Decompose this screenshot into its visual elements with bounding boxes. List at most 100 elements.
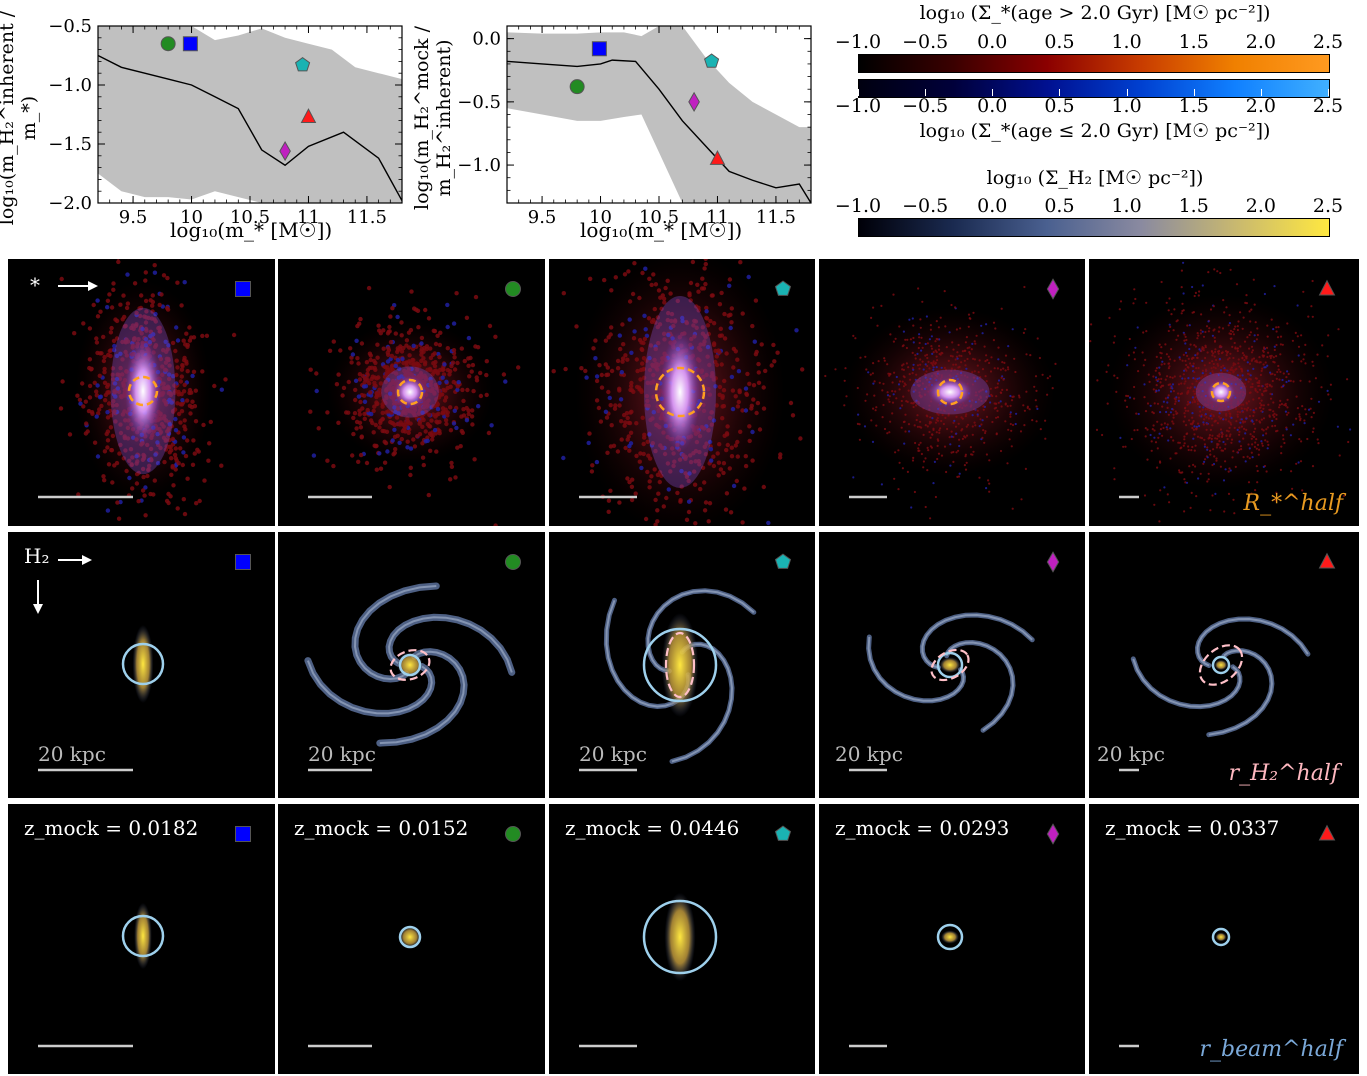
square-marker-icon (235, 554, 251, 570)
colorbar-tick-label: 1.5 (1178, 95, 1209, 117)
colorbar-tick-label: 1.0 (1111, 31, 1142, 53)
stellar-half-mass-circle (1210, 381, 1232, 403)
xtick-label: 11 (706, 207, 729, 228)
triangle-marker-icon (1318, 279, 1336, 296)
colorbar-tick-label: 2.0 (1245, 195, 1276, 217)
ytick-label: −0.5 (457, 92, 501, 113)
beam-half-circle (642, 899, 718, 975)
xtick-label: 9.5 (528, 207, 557, 228)
z-mock-label: z_mock = 0.0337 (1105, 816, 1280, 840)
stellar-half-mass-circle (936, 378, 964, 406)
panel-row1-col2 (278, 259, 545, 526)
scale-bar-label: 20 kpc (38, 742, 106, 766)
colorbar-tick-label: 0.5 (1044, 95, 1075, 117)
colorbar-tick (992, 89, 994, 96)
beam-half-circle (642, 627, 718, 703)
h2-half-mass-ellipse (930, 648, 970, 682)
scatter-band (98, 26, 402, 203)
scale-bar-label: 20 kpc (579, 742, 647, 766)
xtick-label: 10 (589, 207, 612, 228)
data-point-pentagon (704, 53, 720, 68)
beam-half-circle (1211, 655, 1231, 675)
stellar-half-mass-circle (396, 378, 424, 406)
colorbar-tick (1059, 89, 1061, 96)
colorbar-tick-label: 0.5 (1044, 31, 1075, 53)
diamond-marker-icon (1046, 278, 1060, 300)
scale-bar-label: 20 kpc (835, 742, 903, 766)
xtick-label: 10.5 (230, 207, 270, 228)
stellar-map-label: * (30, 273, 40, 297)
colorbar-tick-label: 2.0 (1245, 95, 1276, 117)
colorbar-tick (1193, 89, 1195, 96)
beam-half-circle (936, 651, 964, 679)
data-point-circle (160, 36, 176, 52)
colorbar-tick-label: −1.0 (834, 31, 882, 53)
beam-half-circle (1211, 927, 1231, 947)
data-point-square (182, 36, 198, 52)
colorbar-tick-label: 0.5 (1044, 195, 1075, 217)
plot1-xlabel: log₁₀(m_* [M☉]) (170, 218, 333, 242)
panel-row1-col1: * (8, 259, 275, 526)
z-mock-label: z_mock = 0.0446 (565, 816, 740, 840)
colorbar-tick (925, 89, 927, 96)
beam-half-circle (398, 925, 422, 949)
colorbar-tick (1260, 89, 1262, 96)
beam-half-circle (936, 923, 964, 951)
colorbar-tick-label: 2.0 (1245, 31, 1276, 53)
circle-marker-icon (505, 826, 521, 842)
colorbar-tick-label: 1.5 (1178, 31, 1209, 53)
h2-half-mass-ellipse (389, 649, 431, 681)
colorbar-tick-label: 2.5 (1312, 31, 1344, 53)
data-point-diamond (688, 91, 700, 112)
colorbar-h2-title: log₁₀ (Σ_H₂ [M☉ pc⁻²]) (986, 167, 1204, 189)
plot2-ylabel: log₁₀(m_H₂^mock / m_H₂^inherent) (411, 26, 455, 210)
xtick-label: 11.5 (347, 207, 387, 228)
panel-row2-col5: 20 kpc r_H₂^half (1089, 532, 1359, 798)
scatter-band (507, 26, 811, 203)
panel-row3-col2: z_mock = 0.0152 (278, 804, 545, 1074)
colorbar-tick-label: 0.0 (977, 195, 1008, 217)
colorbar-tick-label: −1.0 (834, 95, 882, 117)
panel-row2-col3: 20 kpc (549, 532, 815, 798)
beam-half-circle (121, 914, 165, 958)
colorbar-tick (1328, 89, 1329, 96)
xtick-label: 10 (180, 207, 203, 228)
data-point-circle (569, 79, 585, 95)
ytick-label: 0.0 (472, 29, 501, 50)
stellar-half-radius-label: R_*^half (1243, 491, 1343, 516)
h2-half-mass-ellipse (1198, 644, 1244, 686)
beam-half-circle (398, 653, 422, 677)
panel-row3-col5: z_mock = 0.0337 r_beam^half (1089, 804, 1359, 1074)
colorbar-tick-label: 1.0 (1111, 195, 1142, 217)
colorbar-tick (1126, 89, 1128, 96)
panel-row1-col3 (549, 259, 815, 526)
colorbar-tick-label: −0.5 (902, 95, 949, 117)
xtick-label: 11 (297, 207, 320, 228)
z-mock-label: z_mock = 0.0182 (24, 816, 199, 840)
triangle-marker-icon (1318, 824, 1336, 841)
panel-row3-col3: z_mock = 0.0446 (549, 804, 815, 1074)
colorbar-tick-label: 2.5 (1312, 195, 1344, 217)
panel-row2-col1: H₂ 20 kpc (8, 532, 275, 798)
beam-half-circle (121, 642, 165, 686)
colorbar-old-title: log₁₀ (Σ_*(age > 2.0 Gyr) [M☉ pc⁻²]) (919, 2, 1271, 24)
data-point-pentagon (295, 56, 311, 72)
colorbar-tick-label: −1.0 (834, 195, 882, 217)
panel-row3-col1: z_mock = 0.0182 (8, 804, 275, 1074)
panel-row2-col4: 20 kpc (819, 532, 1085, 798)
panel-row2-col2: 20 kpc (278, 532, 545, 798)
xtick-label: 10.5 (639, 207, 679, 228)
stellar-half-mass-circle (127, 375, 159, 407)
circle-marker-icon (505, 281, 521, 297)
ytick-label: −1.5 (48, 134, 92, 155)
ytick-label: −1.0 (457, 155, 501, 176)
xtick-label: 9.5 (119, 207, 148, 228)
colorbar-tick-label: 1.0 (1111, 95, 1142, 117)
colorbar-h2 (858, 218, 1330, 237)
plot-h2-inherent-ratio: 9.5 10 10.5 11 11.5 −0.5 −1.0 −1.5 −2.0 (48, 16, 403, 228)
panel-row1-col4 (819, 259, 1085, 526)
panel-row3-col4: z_mock = 0.0293 (819, 804, 1085, 1074)
h2-map-label: H₂ (24, 544, 50, 568)
data-point-triangle (709, 149, 726, 165)
diamond-marker-icon (1046, 551, 1060, 573)
